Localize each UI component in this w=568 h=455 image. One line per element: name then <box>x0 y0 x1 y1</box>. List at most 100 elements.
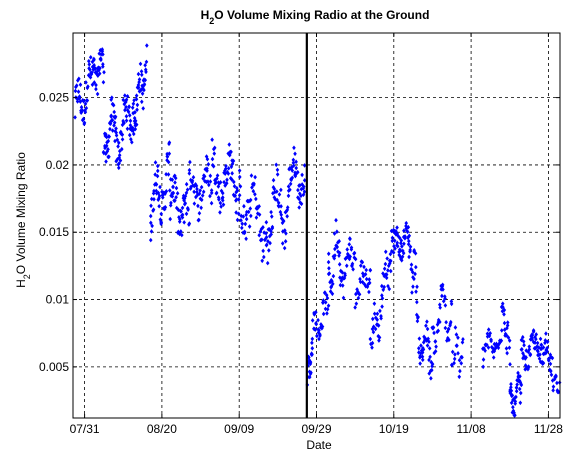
data-point <box>199 205 203 211</box>
data-point <box>544 331 548 336</box>
data-point <box>496 345 501 351</box>
data-point <box>264 219 269 225</box>
data-point <box>131 131 136 137</box>
data-point <box>236 211 241 217</box>
data-point <box>376 323 381 328</box>
data-point <box>152 188 156 194</box>
data-point <box>295 169 300 175</box>
data-point <box>374 315 378 321</box>
data-point <box>182 220 186 225</box>
data-point <box>139 69 144 74</box>
data-point <box>397 235 402 241</box>
data-point <box>150 223 154 229</box>
data-point <box>167 151 172 156</box>
data-point <box>82 120 87 126</box>
data-point <box>104 143 109 149</box>
data-point <box>302 163 307 168</box>
data-point <box>243 221 248 227</box>
data-point <box>131 101 136 107</box>
data-point <box>109 113 114 118</box>
data-point <box>291 160 296 166</box>
data-point <box>180 232 184 238</box>
data-point <box>398 248 403 253</box>
data-point <box>134 93 139 98</box>
data-point <box>151 207 156 212</box>
data-point <box>284 209 289 214</box>
data-point <box>414 264 418 270</box>
data-point <box>383 249 388 255</box>
data-point <box>443 294 447 299</box>
data-point <box>389 228 394 234</box>
data-point <box>369 341 373 347</box>
data-point <box>280 220 285 226</box>
data-point <box>325 295 330 301</box>
data-point <box>503 331 508 337</box>
data-point <box>350 261 355 267</box>
data-point <box>214 180 218 185</box>
data-point <box>326 251 331 257</box>
data-point <box>218 210 222 215</box>
data-point <box>298 200 303 205</box>
data-point <box>363 283 368 289</box>
data-point <box>223 168 227 173</box>
y-axis-label-post: O Volume Mixing Ratio <box>14 152 28 274</box>
data-point <box>148 213 153 219</box>
data-point <box>284 231 288 236</box>
data-point <box>461 336 465 342</box>
data-point <box>212 151 217 156</box>
data-point <box>267 248 271 253</box>
y-tick-label: 0.01 <box>46 293 70 307</box>
data-point <box>518 379 523 385</box>
data-point <box>511 404 515 410</box>
data-point <box>383 261 388 267</box>
data-point <box>543 340 547 346</box>
data-point <box>368 267 373 273</box>
data-point <box>110 117 115 123</box>
data-point <box>75 99 80 104</box>
data-point <box>187 221 192 226</box>
data-point <box>166 159 171 165</box>
data-point <box>494 341 499 347</box>
data-point <box>202 174 207 179</box>
data-point <box>440 282 445 288</box>
data-point <box>115 137 120 143</box>
data-point <box>184 190 189 196</box>
data-point <box>210 137 214 143</box>
data-point <box>251 188 256 194</box>
y-axis-label: H2O Volume Mixing Ratio <box>14 152 32 288</box>
data-point <box>349 247 354 252</box>
data-point <box>372 311 377 317</box>
x-tick-label: 08/20 <box>147 422 177 436</box>
data-point <box>108 121 113 126</box>
data-point <box>320 326 324 331</box>
data-point <box>504 333 509 338</box>
data-point <box>359 263 363 268</box>
data-point <box>171 184 175 190</box>
data-point <box>350 263 354 269</box>
data-point <box>81 98 86 104</box>
data-point <box>141 106 146 111</box>
data-point <box>191 183 195 188</box>
data-point <box>217 197 221 202</box>
data-point <box>402 228 406 234</box>
data-point <box>432 330 436 336</box>
data-point <box>345 247 350 252</box>
data-point <box>521 350 525 356</box>
data-point <box>533 340 537 345</box>
data-point <box>275 172 280 177</box>
data-point <box>125 126 130 132</box>
data-point <box>328 289 333 294</box>
data-point <box>141 85 145 91</box>
data-point <box>148 237 153 243</box>
data-point <box>360 259 365 265</box>
data-point <box>408 247 412 253</box>
data-point <box>188 177 193 183</box>
data-point <box>117 161 121 166</box>
data-point <box>106 147 110 152</box>
data-point <box>456 351 460 356</box>
data-point <box>290 175 295 181</box>
data-point <box>227 152 232 158</box>
data-point <box>288 187 292 193</box>
data-point <box>419 343 423 348</box>
data-point <box>104 159 108 164</box>
